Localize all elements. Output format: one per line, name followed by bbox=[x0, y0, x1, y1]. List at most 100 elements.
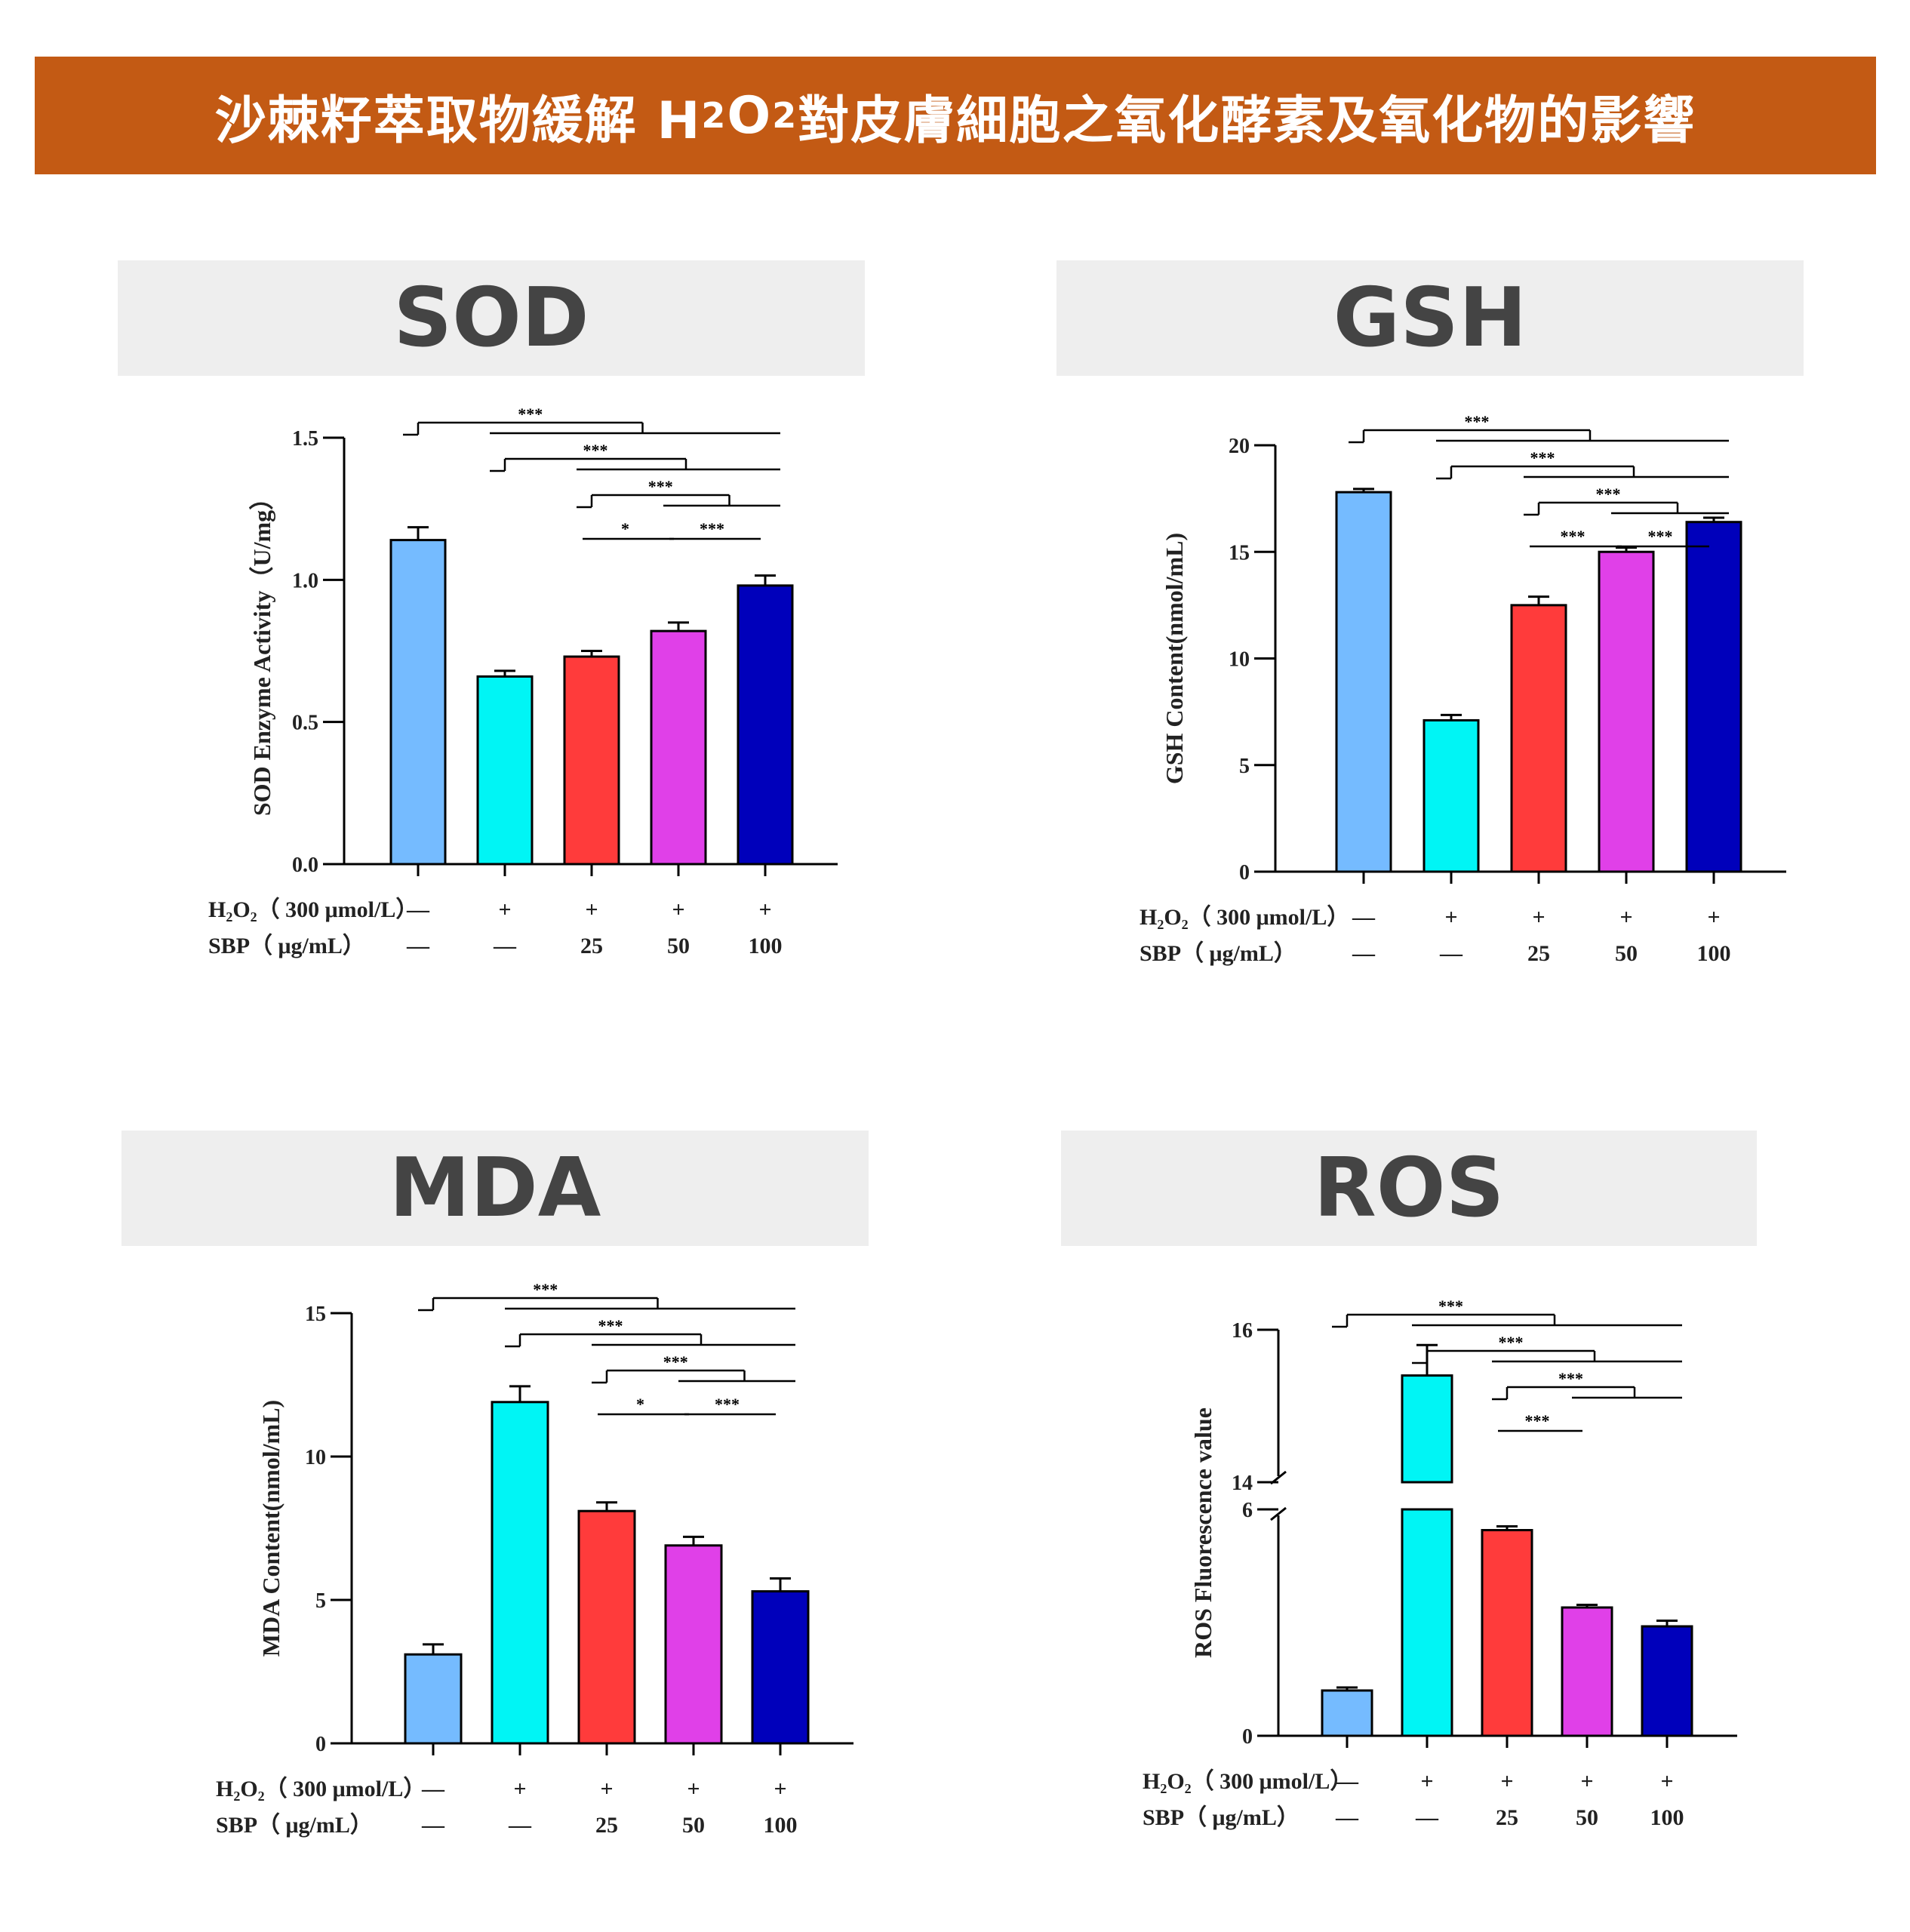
y-tick-label: 20 bbox=[1229, 435, 1250, 458]
sbp-value: — bbox=[1335, 1805, 1359, 1830]
sig-label: *** bbox=[518, 405, 543, 423]
h2o2-value: + bbox=[1420, 1769, 1433, 1794]
bar bbox=[1685, 521, 1742, 873]
sbp-value: 100 bbox=[1697, 941, 1731, 966]
panel-header-ros: ROS bbox=[1061, 1131, 1757, 1246]
h2o2-value: + bbox=[774, 1777, 786, 1801]
sig-label: *** bbox=[583, 441, 608, 460]
sig-label: *** bbox=[1596, 485, 1621, 503]
sbp-value: 25 bbox=[1527, 941, 1550, 966]
h2o2-value: + bbox=[758, 897, 771, 922]
gsh-chart: 0 5 10 15 20 GSH Content(nmol/mL) *** *** *** ***… bbox=[1140, 412, 1786, 966]
bar bbox=[491, 1401, 549, 1745]
sig-label: *** bbox=[533, 1280, 558, 1299]
sbp-row-label: SBP（ μg/mL） bbox=[1143, 1804, 1299, 1830]
y-tick-label: 1.0 bbox=[292, 569, 318, 592]
sig-label: *** bbox=[598, 1316, 623, 1335]
sbp-value: — bbox=[1439, 941, 1463, 966]
panel-title: MDA bbox=[389, 1141, 601, 1235]
h2o2-value: + bbox=[672, 897, 684, 922]
h2o2-value: + bbox=[1580, 1769, 1593, 1794]
y-axis-label: ROS Fluorescence value bbox=[1189, 1407, 1216, 1658]
ros-chart: 0 6 14 16 ROS Fluorescence value *** *** *** ***… bbox=[1143, 1297, 1737, 1830]
bar bbox=[1335, 491, 1392, 873]
sbp-value: 25 bbox=[595, 1813, 618, 1838]
bar bbox=[737, 584, 794, 866]
panel-title: GSH bbox=[1333, 271, 1527, 365]
sig-label: *** bbox=[1558, 1369, 1583, 1388]
bar bbox=[1641, 1625, 1693, 1737]
y-axis-label: MDA Content(nmol/mL) bbox=[257, 1400, 285, 1657]
sbp-value: — bbox=[421, 1813, 445, 1838]
bar bbox=[1598, 550, 1655, 873]
banner-title-pre: 沙棘籽萃取物緩解 H bbox=[214, 91, 702, 151]
y-axis-label: SOD Enzyme Activity（U/mg） bbox=[248, 486, 275, 816]
h2o2-value: + bbox=[687, 1777, 700, 1801]
banner-sub-1: 2 bbox=[701, 95, 727, 136]
y-tick-label: 6 bbox=[1242, 1499, 1253, 1522]
y-tick-label: 16 bbox=[1232, 1319, 1253, 1343]
panel-title: ROS bbox=[1313, 1141, 1505, 1235]
h2o2-value: + bbox=[1619, 905, 1632, 930]
y-tick-label: 10 bbox=[1229, 648, 1250, 672]
h2o2-value: + bbox=[1500, 1769, 1513, 1794]
h2o2-value: — bbox=[1335, 1769, 1359, 1794]
sbp-value: 25 bbox=[580, 934, 603, 958]
bar bbox=[1481, 1529, 1533, 1737]
h2o2-value: + bbox=[1532, 905, 1545, 930]
panel-header-sod: SOD bbox=[118, 260, 865, 376]
bar bbox=[577, 1509, 636, 1745]
h2o2-value: + bbox=[513, 1777, 526, 1801]
bar bbox=[404, 1653, 463, 1745]
sbp-value: 50 bbox=[1576, 1805, 1598, 1830]
sig-label: *** bbox=[1438, 1297, 1463, 1315]
y-axis-label: GSH Content(nmol/mL) bbox=[1161, 533, 1188, 784]
bar bbox=[664, 1544, 723, 1745]
sbp-row-label: SBP（ μg/mL） bbox=[208, 933, 365, 958]
sig-label: *** bbox=[1465, 412, 1490, 431]
y-tick-label: 0 bbox=[315, 1733, 326, 1756]
h2o2-value: + bbox=[585, 897, 598, 922]
sig-label: *** bbox=[700, 519, 724, 538]
h2o2-value: + bbox=[600, 1777, 613, 1801]
y-tick-label: 0.0 bbox=[292, 854, 318, 877]
sbp-value: 100 bbox=[1650, 1805, 1684, 1830]
h2o2-value: — bbox=[421, 1777, 445, 1801]
sig-label: *** bbox=[648, 477, 673, 496]
y-tick-label: 0.5 bbox=[292, 712, 318, 735]
sbp-value: 100 bbox=[749, 934, 783, 958]
sig-label: * bbox=[621, 519, 629, 538]
banner-sub-2: 2 bbox=[772, 95, 798, 136]
banner-title-post: 對皮膚細胞之氧化酵素及氧化物的影響 bbox=[798, 91, 1696, 151]
sig-label: *** bbox=[1561, 527, 1586, 546]
y-tick-label: 15 bbox=[1229, 541, 1250, 565]
banner-title-mid: O bbox=[727, 85, 773, 146]
bar bbox=[1401, 1374, 1453, 1484]
sbp-row-label: SBP（ μg/mL） bbox=[1140, 940, 1296, 966]
panel-header-mda: MDA bbox=[121, 1131, 869, 1246]
sbp-value: — bbox=[1352, 941, 1376, 966]
bar bbox=[389, 539, 447, 866]
y-tick-label: 5 bbox=[1239, 755, 1250, 778]
bar bbox=[1561, 1606, 1613, 1737]
bar bbox=[1510, 604, 1567, 873]
sig-label: *** bbox=[715, 1395, 740, 1414]
y-tick-label: 0 bbox=[1242, 1725, 1253, 1749]
h2o2-value: + bbox=[1660, 1769, 1673, 1794]
panel-header-gsh: GSH bbox=[1056, 260, 1804, 376]
sbp-value: 100 bbox=[764, 1813, 798, 1838]
sig-label: *** bbox=[1648, 527, 1673, 546]
bar bbox=[650, 629, 707, 866]
sbp-value: — bbox=[493, 934, 517, 958]
sig-label: * bbox=[636, 1395, 644, 1414]
h2o2-row-label: H₂O₂（ 300 μmol/L） bbox=[216, 1776, 426, 1801]
h2o2-row-label: H₂O₂（ 300 μmol/L） bbox=[208, 897, 418, 922]
h2o2-value: + bbox=[1444, 905, 1457, 930]
bar bbox=[476, 675, 534, 866]
h2o2-value: + bbox=[498, 897, 511, 922]
y-tick-label: 0 bbox=[1239, 861, 1250, 884]
axis-break-mark bbox=[1270, 1506, 1287, 1521]
